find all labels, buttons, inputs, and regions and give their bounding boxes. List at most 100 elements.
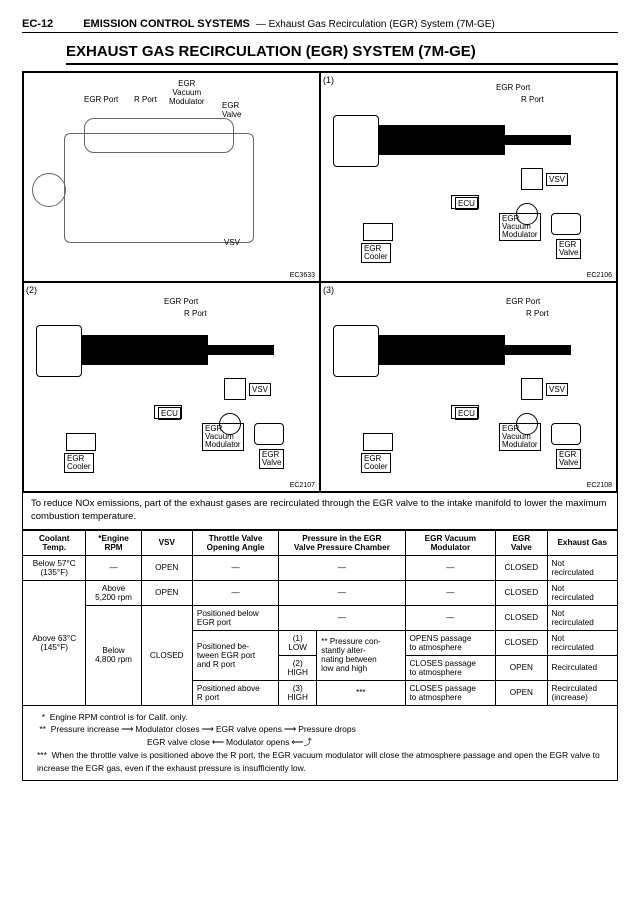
note-2f: Modulator opens (226, 737, 289, 747)
cell: Not recirculated (547, 555, 618, 580)
vsv-box (224, 378, 246, 400)
note-2a: Pressure increase (51, 724, 120, 734)
manifold-block (375, 335, 505, 365)
label-egr-vac-mod: EGR Vacuum Modulator (202, 423, 244, 451)
cell: *** (317, 680, 405, 705)
label-vsv: VSV (546, 173, 568, 186)
panel-number: (1) (323, 75, 334, 85)
cell: (2) HIGH (279, 655, 317, 680)
th-throttle: Throttle Valve Opening Angle (192, 530, 278, 555)
note-1-text: Engine RPM control is for Calif. only. (50, 712, 188, 722)
note-2c: EGR valve opens (216, 724, 282, 734)
page-code: EC-12 (22, 18, 53, 30)
label-egr-valve: EGR Valve (556, 449, 581, 469)
intake-outline (84, 118, 234, 153)
cell: — (279, 605, 405, 630)
cell: OPEN (141, 580, 192, 605)
egr-valve-box (254, 423, 284, 445)
cell: Not recirculated (547, 580, 618, 605)
fig-code: EC2106 (587, 272, 612, 279)
label-egr-vac-mod: EGR Vacuum Modulator (499, 423, 541, 451)
cell: CLOSED (496, 605, 547, 630)
label-r-port: R Port (526, 309, 549, 318)
note-2: ** Pressure increase⟶Modulator closes⟶EG… (37, 723, 603, 736)
arrow-icon: ⟵ (212, 736, 224, 749)
label-egr-cooler: EGR Cooler (361, 453, 391, 473)
cell: — (192, 580, 278, 605)
throttle-body (333, 115, 379, 167)
label-vsv: VSV (224, 238, 240, 247)
arrow-icon: ⟶ (284, 723, 296, 736)
egr-operation-table: Coolant Temp. *Engine RPM VSV Throttle V… (22, 530, 618, 706)
note-3-text: When the throttle valve is positioned ab… (37, 750, 600, 773)
label-ecu: ECU (158, 407, 181, 420)
egr-cooler-box (363, 433, 393, 451)
label-egr-port: EGR Port (84, 95, 118, 104)
exhaust-tube (501, 345, 571, 355)
label-egr-valve: EGR Valve (556, 239, 581, 259)
arrow-icon: ⟶ (202, 723, 214, 736)
exhaust-tube (204, 345, 274, 355)
th-valve: EGR Valve (496, 530, 547, 555)
cell: Recirculated (increase) (547, 680, 618, 705)
note-2d: Pressure drops (298, 724, 356, 734)
table-row: Below 57°C (135°F) — OPEN — — — CLOSED N… (23, 555, 618, 580)
th-coolant: Coolant Temp. (23, 530, 86, 555)
page-title: EXHAUST GAS RECIRCULATION (EGR) SYSTEM (… (66, 43, 618, 65)
cell: Not recirculated (547, 630, 618, 655)
cell: Below 4,800 rpm (86, 605, 141, 705)
label-vsv: VSV (249, 383, 271, 396)
cell: OPEN (141, 555, 192, 580)
label-egr-port: EGR Port (506, 297, 540, 306)
fig-code: EC2107 (290, 482, 315, 489)
cell: Positioned below EGR port (192, 605, 278, 630)
note-2e: EGR valve close (147, 737, 210, 747)
label-egr-vac-mod: EGR Vacuum Modulator (169, 79, 205, 106)
cell: CLOSED (496, 555, 547, 580)
label-egr-vac-mod: EGR Vacuum Modulator (499, 213, 541, 241)
intro-text: To reduce NOx emissions, part of the exh… (22, 493, 618, 530)
cell: — (279, 555, 405, 580)
label-egr-port: EGR Port (496, 83, 530, 92)
arrow-icon: ⟶ (121, 723, 133, 736)
egr-valve-box (551, 213, 581, 235)
header-sub: — Exhaust Gas Recirculation (EGR) System… (256, 19, 495, 30)
table-row: Below 4,800 rpm CLOSED Positioned below … (23, 605, 618, 630)
label-r-port: R Port (134, 95, 157, 104)
manifold-block (78, 335, 208, 365)
diagram-panel-1: (1) EGR Port R Port VSV ECU EGR Vacuum M… (320, 72, 617, 282)
panel-number: (2) (26, 285, 37, 295)
cell: OPEN (496, 680, 547, 705)
cell: CLOSES passage to atmosphere (405, 655, 496, 680)
egr-cooler-box (363, 223, 393, 241)
note-2-line2: EGR valve close⟵Modulator opens⟵⤴ (37, 736, 603, 749)
cell: Below 57°C (135°F) (23, 555, 86, 580)
th-mod: EGR Vacuum Modulator (405, 530, 496, 555)
label-egr-cooler: EGR Cooler (64, 453, 94, 473)
page-header: EC-12 EMISSION CONTROL SYSTEMS — Exhaust… (22, 18, 618, 33)
exhaust-tube (501, 135, 571, 145)
th-rpm: *Engine RPM (86, 530, 141, 555)
cell: CLOSES passage to atmosphere (405, 680, 496, 705)
label-egr-cooler: EGR Cooler (361, 243, 391, 263)
cell: Above 5,200 rpm (86, 580, 141, 605)
cell: — (405, 555, 496, 580)
th-gas: Exhaust Gas (547, 530, 618, 555)
label-r-port: R Port (521, 95, 544, 104)
cell: Positioned be- tween EGR port and R port (192, 630, 278, 680)
cell: Recirculated (547, 655, 618, 680)
cell: CLOSED (496, 580, 547, 605)
throttle-body (36, 325, 82, 377)
th-vsv: VSV (141, 530, 192, 555)
th-pressure: Pressure in the EGR Valve Pressure Chamb… (279, 530, 405, 555)
cell: OPEN (496, 655, 547, 680)
label-egr-valve: EGR Valve (259, 449, 284, 469)
cell: (1) LOW (279, 630, 317, 655)
header-section: EMISSION CONTROL SYSTEMS (83, 18, 250, 30)
vsv-box (521, 378, 543, 400)
note-2b: Modulator closes (135, 724, 199, 734)
label-vsv: VSV (546, 383, 568, 396)
egr-valve-box (551, 423, 581, 445)
manifold-block (375, 125, 505, 155)
diagram-grid: EGR Port R Port EGR Vacuum Modulator EGR… (22, 71, 618, 493)
